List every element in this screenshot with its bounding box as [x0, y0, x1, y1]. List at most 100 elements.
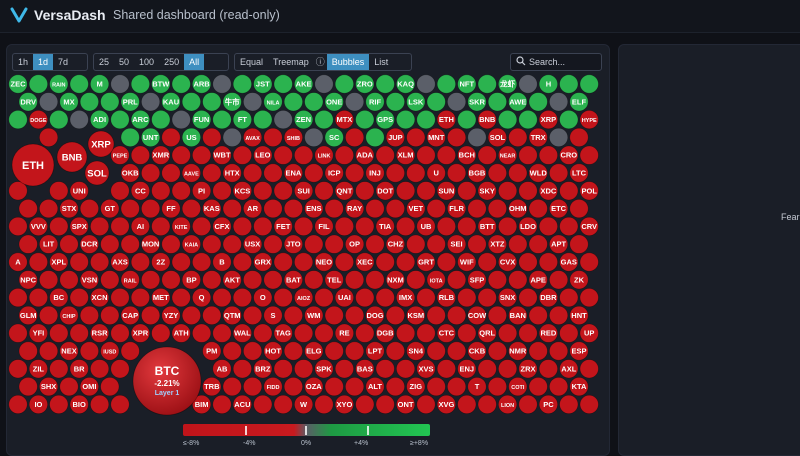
bubble[interactable] [406, 270, 426, 290]
bubble[interactable] [508, 234, 528, 254]
bubble-aioz[interactable] [294, 288, 314, 308]
bubble[interactable] [416, 145, 436, 165]
bubble[interactable] [171, 110, 191, 130]
bubble[interactable] [253, 394, 273, 414]
bubble[interactable] [579, 252, 599, 272]
bubble[interactable] [18, 341, 38, 361]
bubble[interactable] [232, 216, 252, 236]
bubble-trb[interactable] [202, 377, 222, 397]
bubble[interactable] [314, 288, 334, 308]
bubble[interactable] [447, 127, 467, 147]
bubble-xvg[interactable] [436, 394, 456, 414]
bubble-s[interactable] [263, 305, 283, 325]
bubble[interactable] [365, 234, 385, 254]
bubble-chip[interactable] [59, 305, 79, 325]
bubble[interactable] [141, 305, 161, 325]
bubble[interactable] [477, 252, 497, 272]
bubble-qrl[interactable] [477, 323, 497, 343]
bubble[interactable] [263, 270, 283, 290]
bubble[interactable] [232, 288, 252, 308]
bubble-nft[interactable] [457, 74, 477, 94]
bubble[interactable] [518, 145, 538, 165]
bubble-jto[interactable] [283, 234, 303, 254]
bubble-inj[interactable] [365, 163, 385, 183]
bubble[interactable] [518, 74, 538, 94]
bubble-oza[interactable] [304, 377, 324, 397]
bubble[interactable] [151, 110, 171, 130]
bubble[interactable] [273, 110, 293, 130]
bubble[interactable] [39, 199, 59, 219]
bubble[interactable] [375, 288, 395, 308]
bubble[interactable] [457, 394, 477, 414]
bubble[interactable] [365, 127, 385, 147]
bubble[interactable] [385, 341, 405, 361]
bubble[interactable] [171, 74, 191, 94]
bubble[interactable] [141, 199, 161, 219]
bubble-tel[interactable] [324, 270, 344, 290]
bubble[interactable] [416, 110, 436, 130]
bubble[interactable] [549, 163, 569, 183]
bubble-kcs[interactable] [232, 181, 252, 201]
bubble-jup[interactable] [385, 127, 405, 147]
bubble[interactable] [222, 199, 242, 219]
bubble[interactable] [416, 394, 436, 414]
bubble-one[interactable] [324, 92, 344, 112]
bubble-cow[interactable] [467, 305, 487, 325]
bubble-bas[interactable] [355, 359, 375, 379]
bubble[interactable] [212, 288, 232, 308]
bubble[interactable] [222, 341, 242, 361]
bubble-dog[interactable] [365, 305, 385, 325]
bubble[interactable] [49, 110, 69, 130]
bubble-yfi[interactable] [28, 323, 48, 343]
bubble[interactable] [579, 74, 599, 94]
bubble[interactable] [559, 323, 579, 343]
bubble[interactable] [192, 216, 212, 236]
bubble[interactable] [447, 163, 467, 183]
bubble[interactable] [508, 163, 528, 183]
bubble[interactable] [549, 341, 569, 361]
count-250-button[interactable]: 250 [164, 57, 180, 67]
bubble-ont[interactable] [396, 394, 416, 414]
bubble-btt[interactable] [477, 216, 497, 236]
bubble-xmr[interactable] [151, 145, 171, 165]
bubble[interactable] [345, 127, 365, 147]
bubble[interactable] [477, 359, 497, 379]
bubble[interactable] [324, 199, 344, 219]
bubble[interactable] [559, 394, 579, 414]
bubble[interactable] [90, 252, 110, 272]
bubble-cc[interactable] [130, 181, 150, 201]
bubble-xec[interactable] [355, 252, 375, 272]
bubble[interactable] [334, 359, 354, 379]
bubble-xrp[interactable] [538, 110, 558, 130]
bubble-ab[interactable] [212, 359, 232, 379]
bubble[interactable] [263, 234, 283, 254]
bubble-zec[interactable] [8, 74, 28, 94]
bubble-fet[interactable] [273, 216, 293, 236]
bubble-m[interactable] [90, 74, 110, 94]
bubble-ape[interactable] [528, 270, 548, 290]
bubble-dgb[interactable] [375, 323, 395, 343]
bubble-nmr[interactable] [508, 341, 528, 361]
bubble-nxm[interactable] [385, 270, 405, 290]
bubble-yzy[interactable] [161, 305, 181, 325]
bubble[interactable] [130, 288, 150, 308]
bubble-etc[interactable] [549, 199, 569, 219]
bubble-elg[interactable] [304, 341, 324, 361]
bubble-vet[interactable] [406, 199, 426, 219]
bubble-arc[interactable] [130, 110, 150, 130]
bubble-gas[interactable] [559, 252, 579, 272]
bubble[interactable] [273, 394, 293, 414]
bubble[interactable] [243, 270, 263, 290]
bubble[interactable] [457, 181, 477, 201]
bubble[interactable] [232, 145, 252, 165]
bubble[interactable] [498, 181, 518, 201]
bubble[interactable] [243, 163, 263, 183]
bubble-snx[interactable] [498, 288, 518, 308]
bubble[interactable] [569, 234, 589, 254]
bubble[interactable] [487, 377, 507, 397]
bubble[interactable] [263, 163, 283, 183]
bubble[interactable] [426, 377, 446, 397]
bubble-xyo[interactable] [334, 394, 354, 414]
bubble-bc[interactable] [49, 288, 69, 308]
bubble-ctc[interactable] [436, 323, 456, 343]
